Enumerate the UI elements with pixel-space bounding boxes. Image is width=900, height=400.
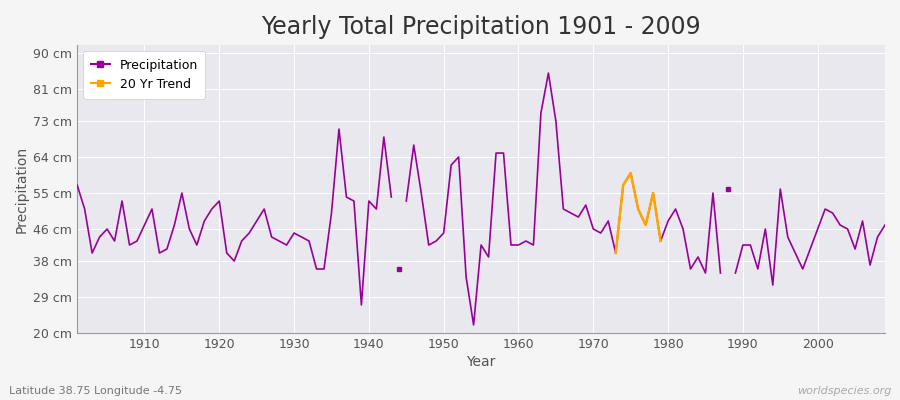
Title: Yearly Total Precipitation 1901 - 2009: Yearly Total Precipitation 1901 - 2009 [261, 15, 701, 39]
Text: Latitude 38.75 Longitude -4.75: Latitude 38.75 Longitude -4.75 [9, 386, 182, 396]
Legend: Precipitation, 20 Yr Trend: Precipitation, 20 Yr Trend [84, 51, 205, 99]
X-axis label: Year: Year [466, 355, 496, 369]
Y-axis label: Precipitation: Precipitation [15, 146, 29, 233]
Text: worldspecies.org: worldspecies.org [796, 386, 891, 396]
